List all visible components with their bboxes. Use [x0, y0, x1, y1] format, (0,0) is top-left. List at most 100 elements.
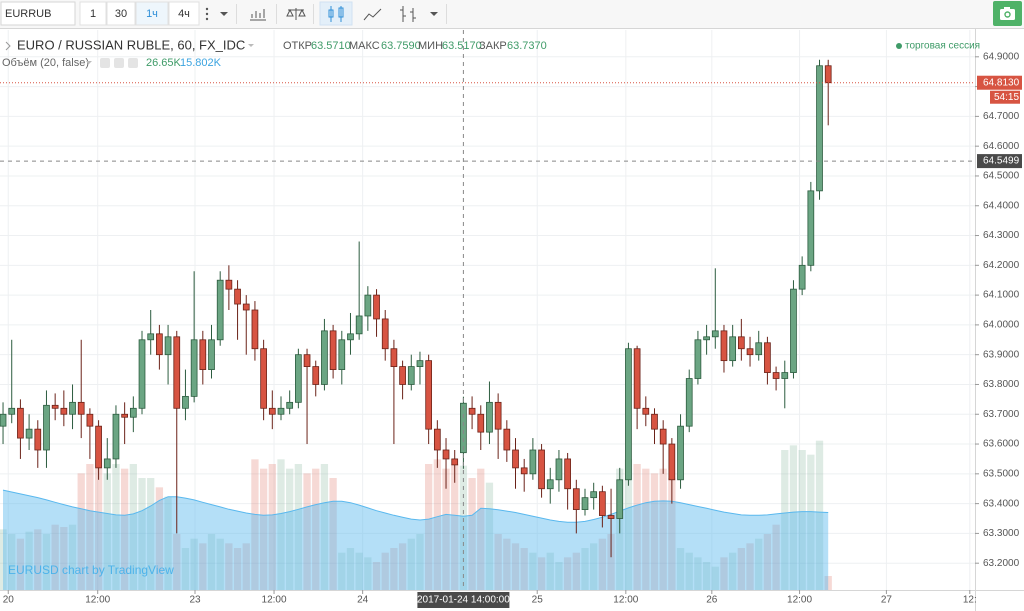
volume-bar	[346, 548, 355, 590]
legend-open: 63.5710	[311, 40, 351, 52]
volume-bar	[598, 538, 607, 590]
candle-body	[546, 479, 554, 490]
candle-body	[303, 354, 311, 367]
candle-body	[138, 339, 146, 409]
x-tick-label: 12:00	[262, 595, 287, 606]
volume-bar	[607, 534, 615, 590]
volume-bar	[729, 552, 737, 590]
volume-bar	[86, 464, 94, 590]
volume-bar	[94, 459, 103, 590]
x-tick-label: 25	[532, 595, 544, 606]
volume-bar	[746, 543, 754, 590]
candle-body	[355, 315, 363, 335]
volume-bar	[129, 464, 137, 590]
candle-body	[364, 294, 372, 317]
interval-button-active[interactable]	[135, 1, 169, 26]
symbol[interactable]: EURRUB	[5, 8, 51, 20]
symbol-box[interactable]	[0, 1, 76, 26]
candle-body	[764, 342, 771, 373]
interval[interactable]: 30	[115, 8, 127, 20]
candle-body	[260, 348, 267, 409]
volume-ma-line	[2, 489, 829, 523]
volume-bar	[364, 557, 372, 590]
candle-body	[503, 428, 511, 451]
legend-collapse[interactable]	[5, 41, 11, 51]
volume-bar	[286, 468, 294, 590]
volume-bar	[468, 478, 476, 590]
candle-body	[425, 360, 433, 430]
volume-bar	[477, 468, 485, 590]
candle-body	[807, 190, 815, 266]
candle-body	[199, 339, 207, 370]
volume-bar	[442, 468, 450, 590]
candle-body	[60, 407, 68, 415]
candle-body	[95, 425, 102, 469]
crosshair-time-box	[417, 592, 510, 608]
volume-bar	[511, 543, 520, 590]
volume-bar	[720, 557, 728, 590]
candle-body	[251, 309, 259, 350]
candles-button-active[interactable]	[319, 1, 353, 26]
volume-bar	[407, 538, 415, 590]
interval-button[interactable]	[79, 1, 107, 26]
volume-bar	[503, 538, 511, 590]
chart-title: EURO / RUSSIAN RUBLE, 60, FX_IDC	[17, 37, 245, 52]
y-tick-label: 63.3000	[983, 528, 1020, 539]
volume-bar	[112, 464, 120, 590]
volume-menu[interactable]	[86, 61, 92, 64]
legend-close-label: ЗАКР	[479, 40, 507, 52]
y-tick-label: 63.7000	[983, 409, 1020, 420]
candle-body	[460, 402, 467, 454]
candle-body	[164, 336, 172, 356]
line-style-button[interactable]	[363, 8, 382, 21]
volume-bar	[798, 450, 806, 590]
candle-body	[451, 458, 459, 466]
countdown-box	[990, 90, 1020, 104]
style-dropdown[interactable]	[430, 12, 438, 16]
compare-button[interactable]	[286, 8, 306, 20]
candle-body	[442, 449, 450, 460]
interval[interactable]: 1	[90, 8, 96, 20]
candle-body	[694, 339, 702, 379]
candle-body	[25, 428, 33, 439]
candle-body	[642, 407, 650, 415]
interval[interactable]: 4ч	[178, 8, 190, 20]
volume-bar	[164, 496, 172, 590]
volume-bar	[294, 464, 303, 590]
volume-value: 26.65K	[146, 57, 182, 69]
more-intervals[interactable]	[205, 7, 228, 21]
volume-bar	[147, 478, 155, 590]
candle-body	[590, 491, 598, 499]
volume-icons[interactable]	[100, 58, 138, 68]
x-tick-label: 27	[881, 595, 893, 606]
interval[interactable]: 1ч	[146, 8, 158, 20]
volume-bar	[789, 445, 798, 590]
volume-bar	[51, 524, 59, 590]
candle-body	[512, 449, 519, 469]
candle-body	[0, 413, 7, 427]
candle-body	[69, 401, 76, 415]
indicators-button[interactable]	[250, 9, 266, 21]
y-tick-label: 63.6000	[983, 439, 1020, 450]
y-tick-label: 63.2000	[983, 558, 1020, 569]
volume-bar	[451, 464, 459, 590]
candle-body	[112, 413, 120, 460]
session-label: торговая сессия	[905, 41, 980, 52]
volume-bar	[355, 552, 363, 590]
y-tick-label: 64.1000	[983, 290, 1020, 301]
candle-body	[564, 458, 571, 490]
volume-bar	[815, 440, 824, 590]
bars-style-button[interactable]	[400, 6, 416, 22]
candle-body	[737, 336, 745, 350]
volume-bar	[0, 529, 7, 590]
legend-open-label: ОТКР	[283, 40, 312, 52]
volume-bar	[42, 534, 51, 590]
candle-body	[720, 330, 728, 362]
title-menu[interactable]	[248, 44, 254, 47]
interval-button[interactable]	[106, 1, 136, 26]
volume-bar	[529, 552, 537, 590]
volume-bar	[772, 524, 780, 590]
interval-button[interactable]	[168, 1, 200, 26]
candle-body	[147, 333, 155, 341]
